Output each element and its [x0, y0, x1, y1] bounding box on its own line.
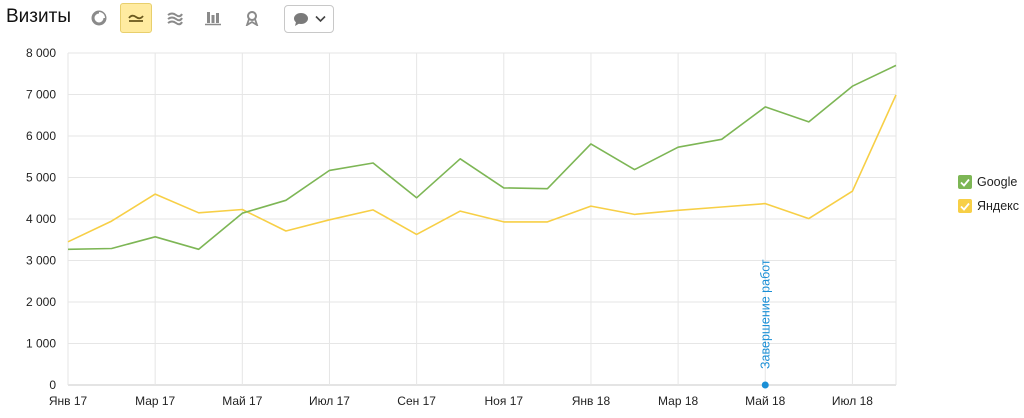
- chevron-down-icon: [314, 15, 326, 23]
- x-tick-label: Май 18: [745, 394, 786, 408]
- y-tick-label: 3 000: [26, 254, 56, 268]
- series-line-yandex: [67, 94, 897, 243]
- checkbox-checked-icon[interactable]: [958, 175, 972, 189]
- y-tick-label: 4 000: [26, 212, 56, 226]
- chart-title: Визиты: [6, 6, 71, 27]
- chart-legend: Google Яндекс: [958, 170, 1019, 218]
- area-chart-button[interactable]: [159, 3, 191, 33]
- y-tick-label: 0: [49, 378, 56, 392]
- x-tick-label: Янв 18: [572, 394, 611, 408]
- y-tick-label: 7 000: [26, 88, 56, 102]
- x-tick-label: Мар 17: [135, 394, 175, 408]
- bar-chart-icon: [205, 12, 221, 26]
- legend-label: Яндекс: [977, 199, 1020, 213]
- line-chart: 0 1 000 2 000 3 000 4 000 5 000 6 000 7 000 8 00…: [26, 46, 897, 408]
- pie-chart-button[interactable]: [83, 3, 115, 33]
- chart-toolbar: Визиты: [0, 0, 1024, 40]
- speech-bubble-icon: [293, 12, 308, 26]
- series-line-google: [67, 64, 897, 251]
- y-tick-label: 1 000: [26, 337, 56, 351]
- x-tick-label: Янв 17: [49, 394, 88, 408]
- legend-item-google[interactable]: Google: [958, 170, 1019, 194]
- line-chart-icon: [128, 14, 144, 22]
- y-tick-label: 2 000: [26, 295, 56, 309]
- x-tick-label: Ноя 17: [485, 394, 524, 408]
- legend-item-yandex[interactable]: Яндекс: [958, 194, 1019, 218]
- x-tick-label: Май 17: [222, 394, 263, 408]
- x-tick-label: Мар 18: [658, 394, 698, 408]
- y-tick-label: 5 000: [26, 171, 56, 185]
- bar-chart-button[interactable]: [197, 3, 229, 33]
- area-chart-icon: [167, 12, 183, 26]
- y-tick-label: 8 000: [26, 46, 56, 60]
- pie-chart-icon: [91, 10, 107, 26]
- annotation-label: Завершение работ: [758, 259, 772, 369]
- map-pin-icon: [245, 11, 259, 26]
- comment-dropdown-button[interactable]: [284, 5, 334, 33]
- x-tick-label: Сен 17: [397, 394, 436, 408]
- line-chart-button[interactable]: [120, 3, 152, 33]
- x-tick-label: Июл 18: [832, 394, 873, 408]
- annotation-marker[interactable]: [761, 381, 769, 389]
- checkbox-checked-icon[interactable]: [958, 199, 972, 213]
- x-tick-label: Июл 17: [309, 394, 350, 408]
- y-tick-label: 6 000: [26, 129, 56, 143]
- map-button[interactable]: [236, 3, 268, 33]
- chart-area: 0 1 000 2 000 3 000 4 000 5 000 6 000 7 000 8 00…: [0, 40, 1024, 418]
- legend-label: Google: [977, 175, 1018, 189]
